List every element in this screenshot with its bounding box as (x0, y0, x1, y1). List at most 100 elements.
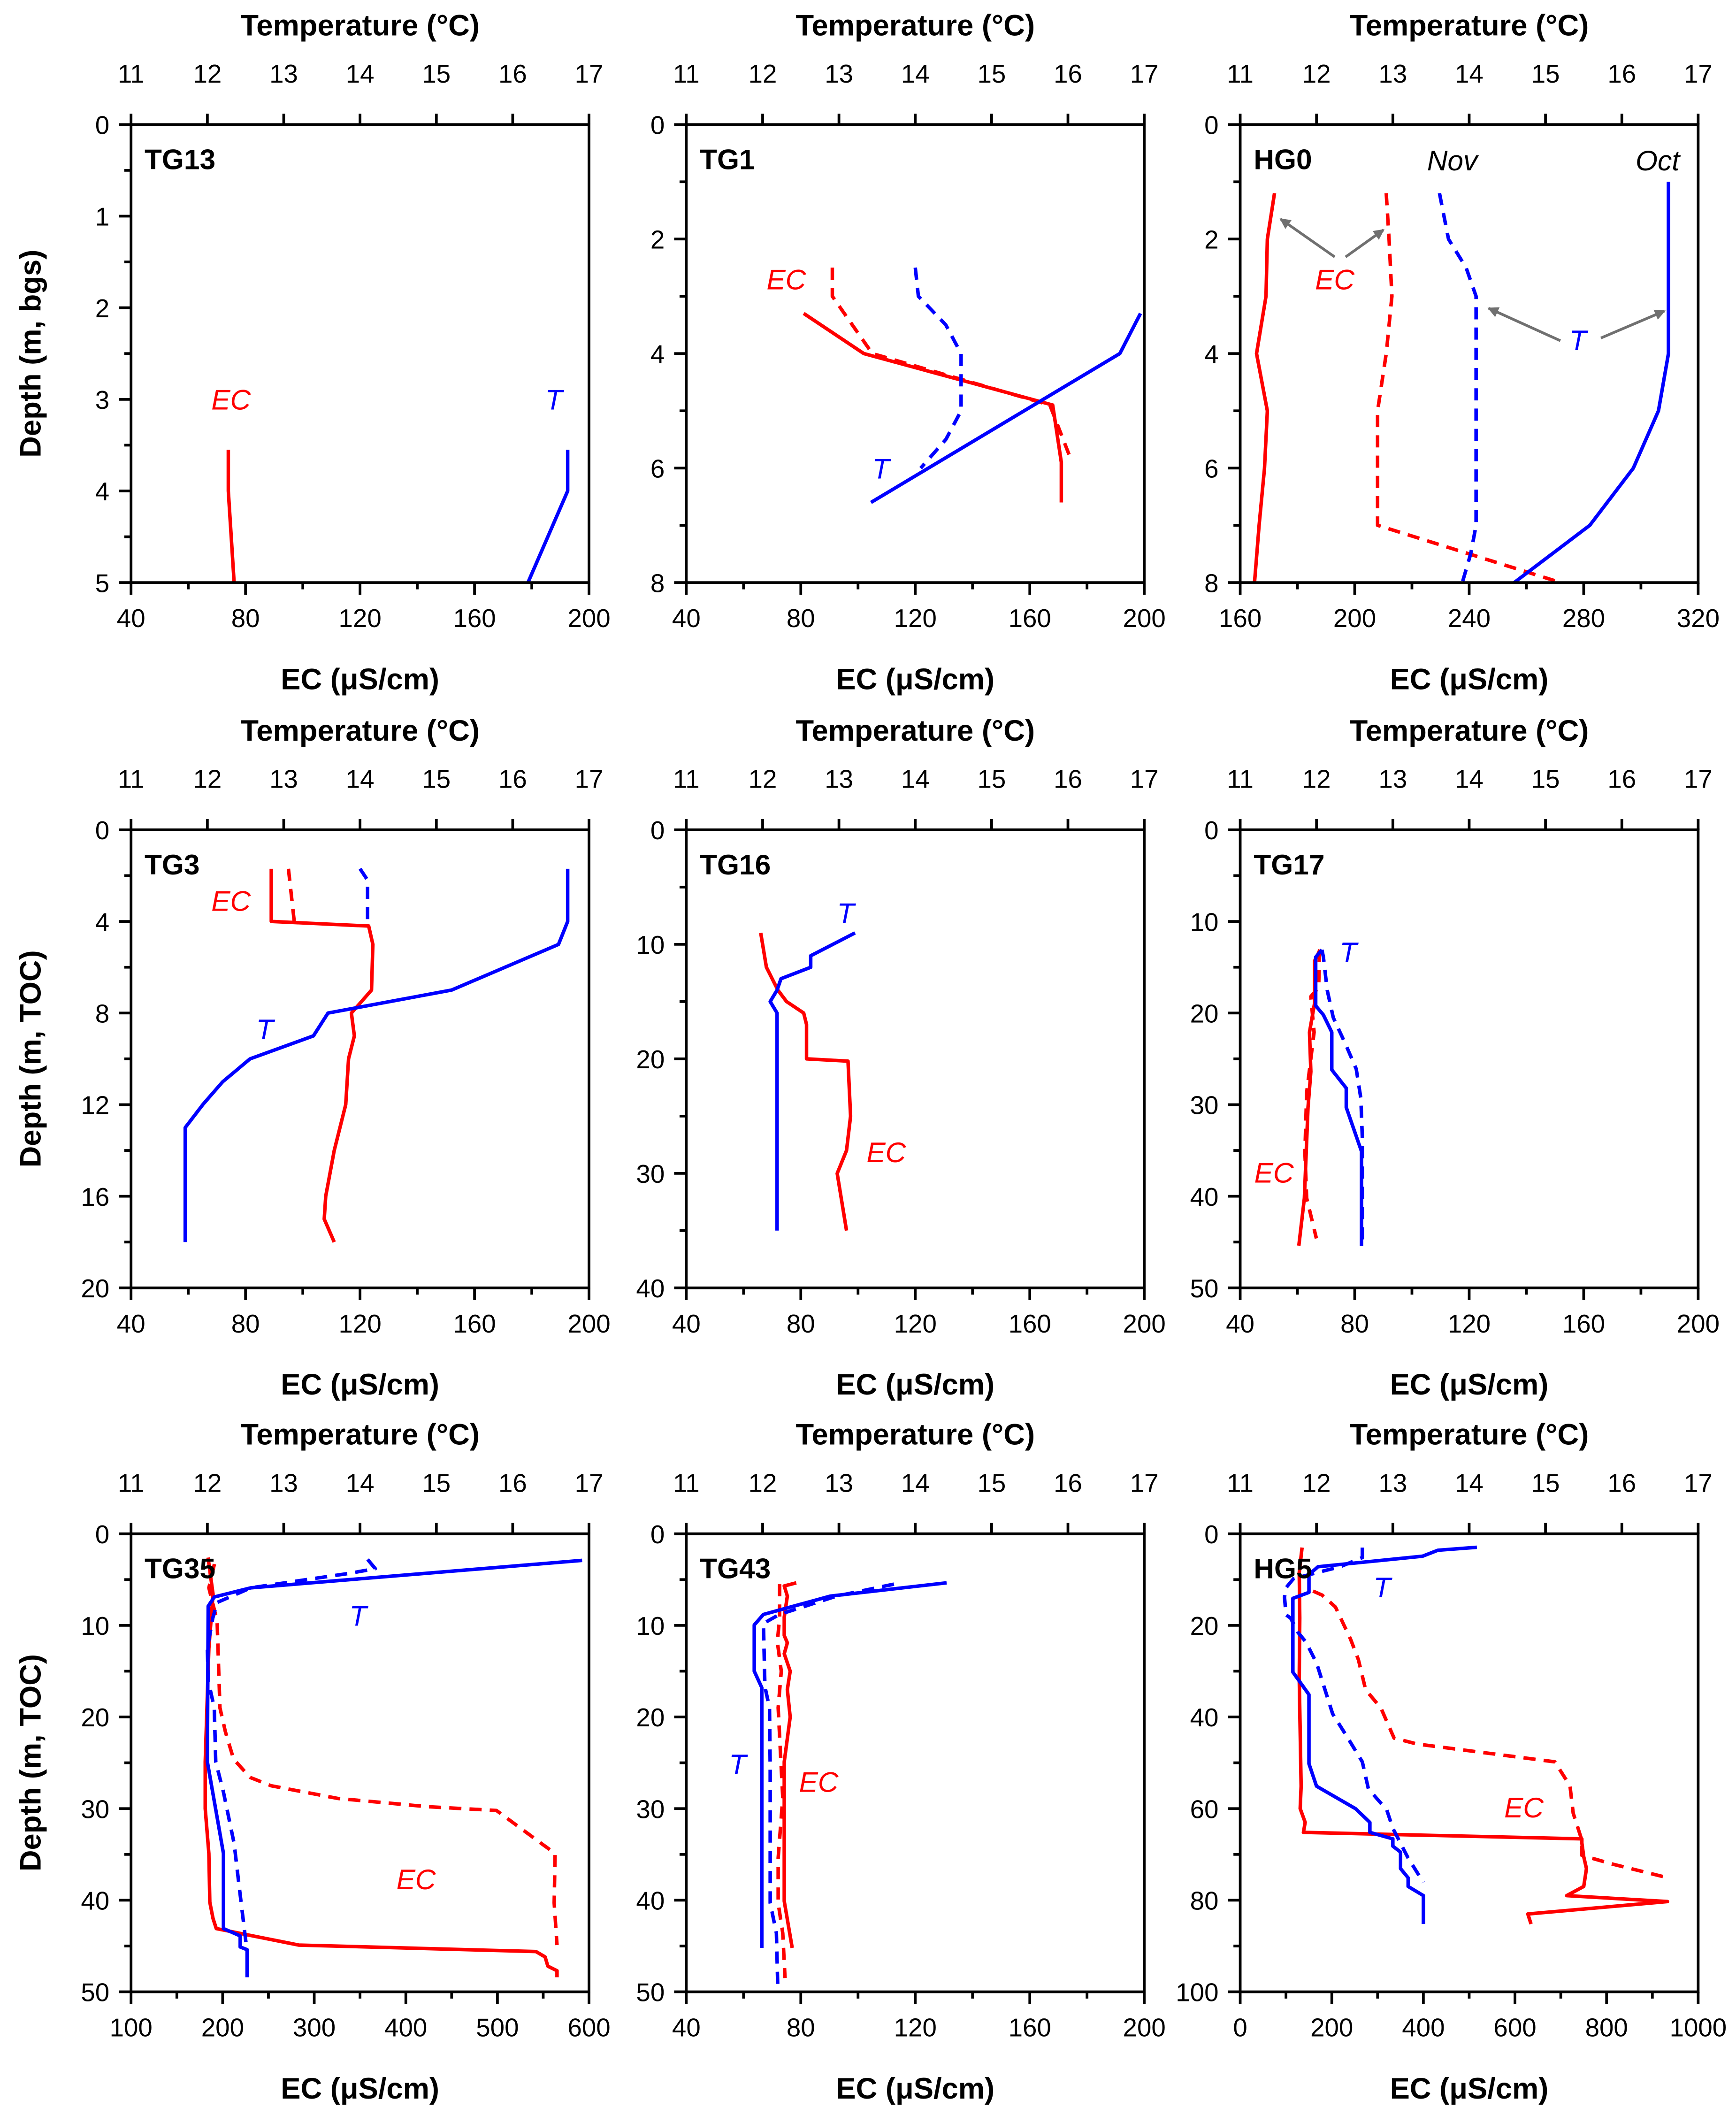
series-ec-oct-line (226, 450, 236, 583)
ec-tick-label: 160 (453, 1309, 496, 1338)
temp-tick-label: 14 (901, 59, 930, 88)
annotation-ec: EC (1315, 264, 1354, 296)
temp-tick-label: 12 (1302, 765, 1331, 794)
ec-axis-title: EC (μS/cm) (836, 1368, 994, 1401)
series-t-oct-line (752, 1581, 947, 1948)
series-t-oct-line (1513, 182, 1670, 583)
series-ec-oct-line (782, 1581, 797, 1948)
ec-tick-label: 500 (476, 2013, 519, 2042)
temperature-axis-title: Temperature (°C) (1350, 714, 1589, 747)
temp-tick-label: 16 (1054, 59, 1082, 88)
depth-tick-label: 10 (636, 1611, 665, 1640)
temp-tick-label: 11 (118, 1468, 145, 1497)
ec-tick-label: 40 (117, 604, 145, 633)
ec-tick-label: 160 (1009, 1309, 1051, 1338)
temp-tick-label: 15 (977, 765, 1006, 794)
temp-tick-label: 17 (1130, 1468, 1159, 1497)
depth-tick-label: 16 (81, 1182, 109, 1211)
temp-tick-label: 13 (269, 765, 298, 794)
depth-tick-label: 40 (636, 1886, 665, 1916)
ec-tick-label: 160 (1562, 1309, 1605, 1338)
annotation-t: T (1339, 936, 1359, 968)
depth-tick-label: 20 (636, 1045, 665, 1074)
ec-tick-label: 40 (117, 1309, 145, 1338)
ec-tick-label: 280 (1562, 604, 1605, 633)
ec-tick-label: 120 (894, 604, 937, 633)
depth-tick-label: 2 (650, 225, 665, 254)
ec-axis-title: EC (μS/cm) (836, 663, 994, 696)
ec-tick-label: 80 (787, 1309, 815, 1338)
ec-axis-title: EC (μS/cm) (836, 2072, 994, 2105)
depth-tick-label: 30 (636, 1159, 665, 1188)
ec-tick-label: 200 (1123, 1309, 1166, 1338)
depth-tick-label: 10 (636, 930, 665, 959)
depth-tick-label: 4 (650, 339, 665, 368)
ec-axis-title: EC (μS/cm) (1390, 663, 1549, 696)
ec-tick-label: 320 (1677, 604, 1720, 633)
temp-tick-label: 16 (498, 59, 527, 88)
temp-tick-label: 13 (269, 1468, 298, 1497)
depth-tick-label: 20 (1190, 1611, 1219, 1640)
ec-tick-label: 200 (1123, 604, 1166, 633)
temp-tick-label: 14 (346, 765, 375, 794)
series-t-nov-line (913, 267, 963, 469)
series-t-nov-line (359, 867, 370, 922)
depth-tick-label: 40 (81, 1886, 109, 1916)
annotation-ec: EC (397, 1863, 436, 1895)
panel-label: HG0 (1254, 143, 1312, 175)
annotation-nov: Nov (1427, 145, 1479, 176)
panel-hg5: 11 12 13 14 15 16 17 0 200 400 600 800 1000 0 20 40 60 80… (1176, 1418, 1727, 2105)
series-ec-nov-line (775, 1584, 787, 1978)
series-ec-nov-line (830, 268, 1072, 458)
ec-tick-label: 120 (894, 1309, 937, 1338)
ec-tick-label: 300 (293, 2013, 336, 2042)
ec-tick-label: 120 (339, 1309, 382, 1338)
temp-tick-label: 11 (1227, 1468, 1254, 1497)
ec-axis-title: EC (μS/cm) (281, 1368, 439, 1401)
depth-tick-label: 10 (1190, 907, 1219, 936)
ec-axis-title: EC (μS/cm) (281, 2072, 439, 2105)
temp-tick-label: 12 (749, 765, 777, 794)
ec-tick-label: 1000 (1670, 2013, 1727, 2042)
annotation-t: T (1569, 324, 1589, 356)
depth-tick-label: 50 (636, 1978, 665, 2007)
temp-tick-label: 11 (118, 765, 145, 794)
depth-tick-label: 0 (1204, 1520, 1218, 1549)
temperature-axis-title: Temperature (°C) (795, 714, 1035, 747)
temp-tick-label: 13 (1378, 59, 1407, 88)
temp-tick-label: 12 (193, 59, 222, 88)
temperature-axis-title: Temperature (°C) (795, 9, 1035, 42)
depth-axis-title: Depth (m, TOC) (14, 950, 47, 1167)
ec-axis-title: EC (μS/cm) (1390, 2072, 1549, 2105)
depth-tick-label: 0 (650, 110, 665, 139)
depth-axis-title: Depth (m, TOC) (14, 1654, 47, 1871)
temp-tick-label: 17 (1684, 1468, 1713, 1497)
annotation-ec: EC (211, 885, 251, 917)
temp-tick-label: 14 (346, 1468, 375, 1497)
temperature-axis-title: Temperature (°C) (1350, 9, 1589, 42)
temp-tick-label: 16 (1607, 1468, 1636, 1497)
ec-tick-label: 40 (672, 2013, 701, 2042)
depth-tick-label: 20 (1190, 999, 1219, 1028)
plot-frame (130, 828, 590, 1289)
annotation-ec: EC (211, 384, 251, 416)
temp-tick-label: 11 (673, 765, 700, 794)
annotation-t: T (545, 384, 565, 416)
depth-tick-label: 40 (1190, 1703, 1219, 1732)
temp-tick-label: 15 (977, 59, 1006, 88)
panel-label: TG3 (145, 849, 200, 881)
depth-tick-label: 5 (95, 568, 109, 598)
depth-tick-label: 6 (650, 454, 665, 483)
temp-tick-label: 13 (269, 59, 298, 88)
temp-tick-label: 13 (825, 765, 853, 794)
series-t-oct-line (768, 931, 856, 1231)
temp-tick-label: 12 (749, 59, 777, 88)
ec-tick-label: 80 (787, 2013, 815, 2042)
depth-tick-label: 20 (81, 1703, 109, 1732)
temp-tick-label: 17 (1130, 59, 1159, 88)
annotation-t: T (1373, 1571, 1392, 1603)
series-t-oct-line (526, 450, 570, 583)
temp-tick-label: 16 (1607, 765, 1636, 794)
